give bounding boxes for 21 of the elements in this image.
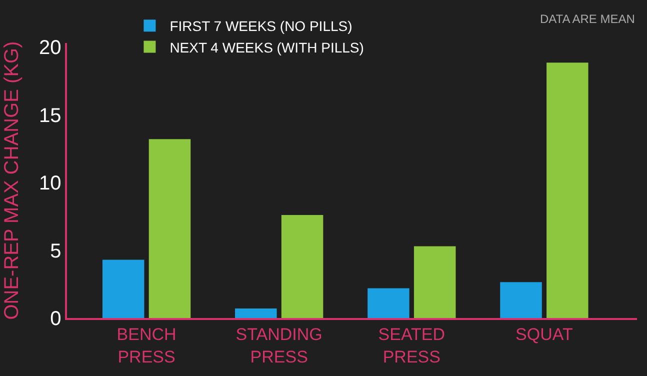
bar — [546, 62, 588, 318]
bar — [148, 139, 191, 318]
text: DATA ARE MEAN — [540, 12, 635, 26]
y-tick-label: 10 — [39, 172, 62, 195]
y-tick-label: 20 — [39, 37, 62, 60]
x-tick-label: SQUAT — [516, 325, 573, 344]
y-tick-label: 15 — [39, 104, 62, 127]
y-tick-label: 5 — [50, 240, 62, 262]
bar — [102, 260, 144, 318]
y-tick-label: 0 — [50, 308, 62, 330]
x-tick-label: SEATED PRESS — [378, 325, 446, 366]
bar — [368, 288, 410, 318]
bar — [500, 282, 542, 318]
bar — [235, 308, 277, 318]
bar — [414, 246, 456, 318]
bar — [281, 215, 324, 318]
legend-label: FIRST 7 WEEKS (NO PILLS) — [170, 18, 352, 34]
y-axis-title: ONE-REP MAX CHANGE (KG) — [1, 41, 23, 320]
x-tick-label: BENCH PRESS — [116, 325, 176, 366]
legend-label: NEXT 4 WEEKS (WITH PILLS) — [170, 39, 364, 56]
x-tick-label: STANDING PRESS — [236, 325, 322, 366]
